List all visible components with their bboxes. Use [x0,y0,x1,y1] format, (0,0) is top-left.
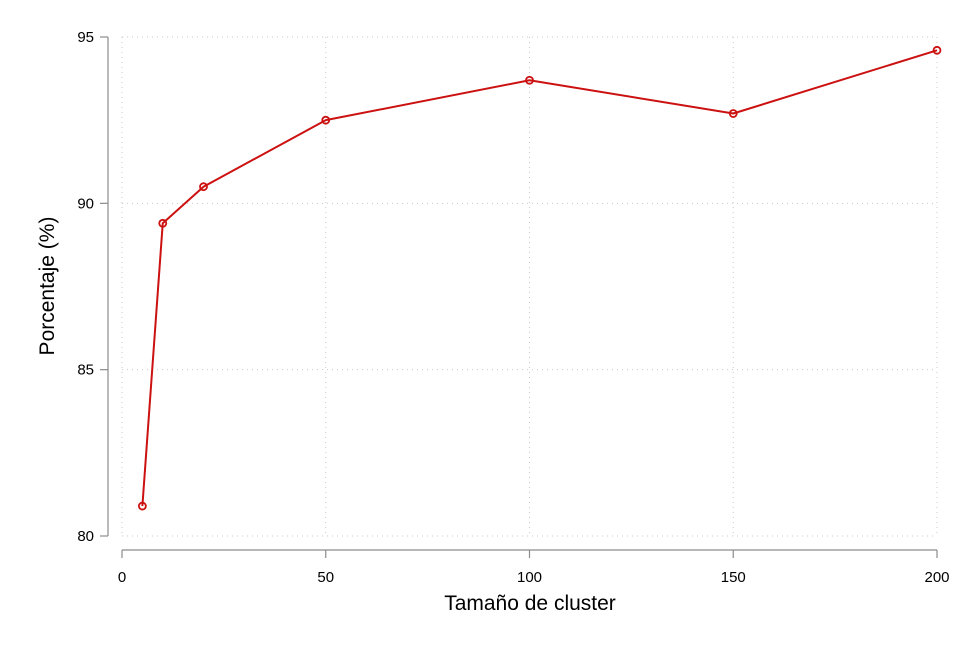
x-tick-label: 50 [317,569,334,586]
y-tick-label: 95 [77,29,94,46]
y-tick-label: 85 [77,362,94,379]
x-tick-label: 0 [118,569,126,586]
data-point [199,182,208,192]
x-tick-label: 100 [517,569,542,586]
grid-layer [121,36,938,537]
x-tick-label: 200 [924,569,949,586]
data-point [158,218,168,228]
data-point [932,45,942,55]
axes-layer: 80 85 90 95 0 50 100 150 200 [77,29,949,586]
data-point [525,75,534,85]
y-tick-label: 90 [77,195,94,212]
y-tick-label: 80 [77,528,94,545]
y-axis-title: Porcentaje (%) [36,217,59,356]
series-layer [137,45,942,511]
series-line [141,49,938,507]
data-point [137,501,147,511]
x-tick-label: 150 [721,569,746,586]
x-axis-title: Tamaño de cluster [444,592,616,615]
data-point [321,115,331,125]
data-point [728,109,738,118]
